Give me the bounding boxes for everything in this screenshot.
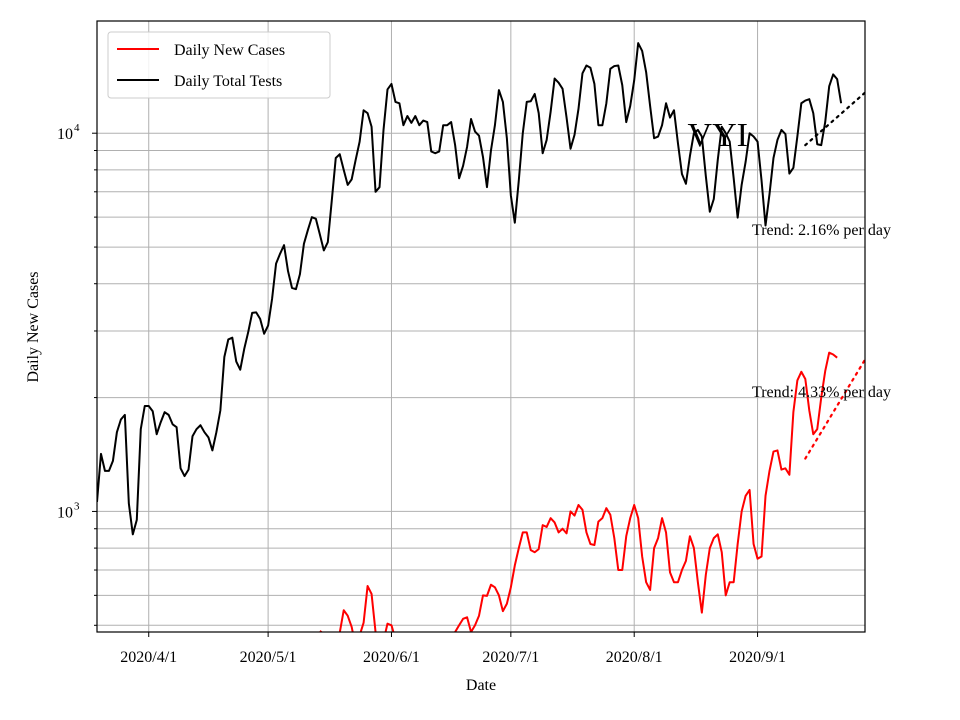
x-ticks: 2020/4/1 2020/5/1 2020/6/1 2020/7/1 2020/8/1…: [120, 632, 786, 666]
x-tick-label: 2020/6/1: [363, 649, 420, 666]
x-tick-label: 2020/8/1: [606, 649, 663, 666]
legend-label: Daily Total Tests: [174, 73, 282, 90]
series-group: [97, 42, 843, 632]
trend-group: [804, 91, 865, 460]
x-tick-label: 2020/4/1: [120, 649, 177, 666]
y-tick-exponent: 3: [74, 500, 80, 512]
annotation-group: Trend: 2.16% per day Trend: 4.33% per day…: [688, 117, 891, 401]
trend-label: Trend: 4.33% per day: [752, 384, 891, 401]
y-axis-label: Daily New Cases: [25, 271, 42, 382]
y-tick-label: 10: [57, 504, 73, 521]
legend-box: [107, 31, 331, 99]
series-line-daily-new-cases: [319, 351, 838, 632]
x-axis-label: Date: [466, 677, 496, 694]
y-tick-exponent: 4: [74, 122, 80, 134]
trend-label: Trend: 2.16% per day: [752, 222, 891, 239]
series-line-daily-total-tests: [97, 42, 843, 536]
plot-background: [97, 21, 865, 632]
x-tick-label: 2020/9/1: [729, 649, 786, 666]
chart-annotation: VYI: [688, 117, 748, 154]
x-tick-label: 2020/7/1: [482, 649, 539, 666]
legend-label: Daily New Cases: [174, 42, 285, 59]
plot-frame: [96, 20, 866, 633]
legend: Daily New Cases Daily Total Tests: [107, 31, 331, 99]
trend-line: [804, 358, 865, 460]
x-tick-label: 2020/5/1: [240, 649, 297, 666]
trend-line: [804, 91, 865, 147]
y-tick-label: 10: [57, 126, 73, 143]
